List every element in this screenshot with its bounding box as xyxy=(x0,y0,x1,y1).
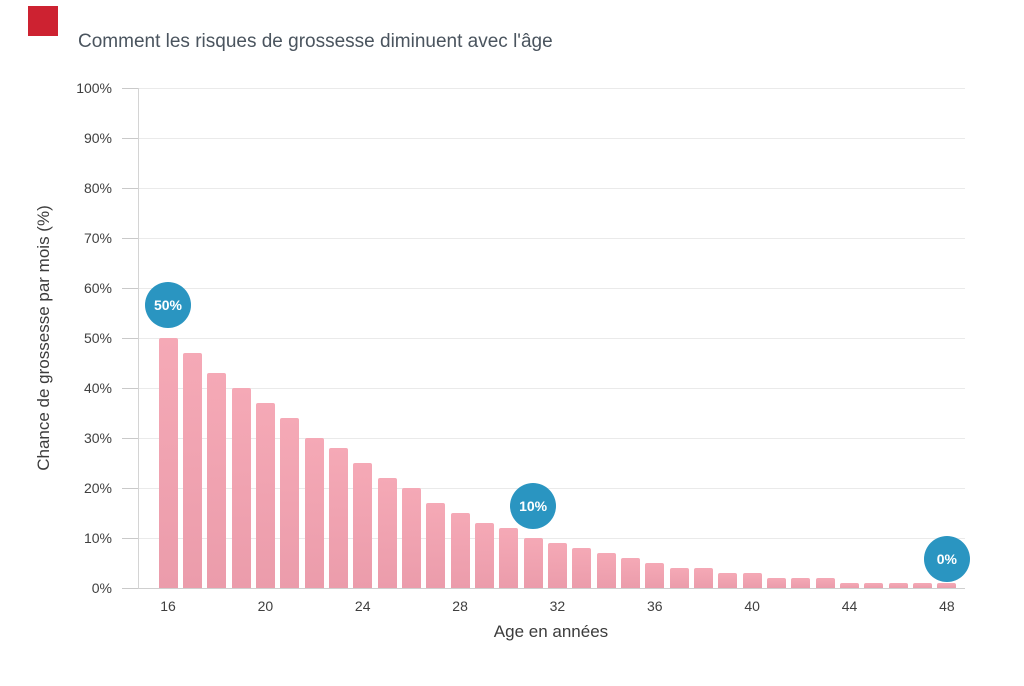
y-tick-label: 100% xyxy=(76,80,112,96)
y-tick-label: 70% xyxy=(83,230,112,246)
bar xyxy=(888,583,908,588)
bar xyxy=(815,578,835,588)
y-axis-tick xyxy=(122,88,138,89)
y-axis-tick xyxy=(122,388,138,389)
y-axis-tick xyxy=(122,488,138,489)
y-axis-tick xyxy=(122,138,138,139)
x-tick-label: 48 xyxy=(939,598,955,614)
gridline xyxy=(139,138,965,139)
bar xyxy=(742,573,762,588)
plot-area xyxy=(138,88,965,589)
gridline xyxy=(139,338,965,339)
y-axis-tick xyxy=(122,338,138,339)
x-tick-label: 28 xyxy=(452,598,468,614)
bar xyxy=(913,583,933,588)
bar xyxy=(645,563,665,588)
bar xyxy=(499,528,519,588)
gridline xyxy=(139,188,965,189)
bar xyxy=(596,553,616,588)
bar xyxy=(450,513,470,588)
x-tick-label: 44 xyxy=(841,598,858,614)
y-tick-label: 40% xyxy=(83,380,112,396)
bar xyxy=(304,438,324,588)
bar xyxy=(401,488,421,588)
x-tick-label: 16 xyxy=(160,598,176,614)
y-axis-tick xyxy=(122,238,138,239)
y-tick-label: 80% xyxy=(83,180,112,196)
y-tick-label: 90% xyxy=(83,130,112,146)
y-axis-tick xyxy=(122,438,138,439)
bar xyxy=(523,538,543,588)
bar xyxy=(840,583,860,588)
y-axis-title: Chance de grossesse par mois (%) xyxy=(34,205,53,471)
bar xyxy=(231,388,251,588)
bar xyxy=(182,353,202,588)
chart-title: Comment les risques de grossesse diminue… xyxy=(78,31,553,52)
x-tick-label: 20 xyxy=(257,598,274,614)
bar xyxy=(158,338,178,588)
y-axis-tick xyxy=(122,188,138,189)
bar xyxy=(426,503,446,588)
bar xyxy=(864,583,884,588)
x-axis-title: Age en années xyxy=(493,622,609,641)
bar xyxy=(572,548,592,588)
bar xyxy=(207,373,227,588)
gridline xyxy=(139,388,965,389)
gridline xyxy=(139,238,965,239)
y-tick-label: 10% xyxy=(83,530,112,546)
corner-marker xyxy=(28,6,58,36)
gridline xyxy=(139,538,965,539)
bar xyxy=(620,558,640,588)
annotation-badge: 10% xyxy=(510,483,557,529)
x-tick-label: 40 xyxy=(744,598,760,614)
bar xyxy=(669,568,689,588)
bar xyxy=(547,543,567,588)
annotation-badge: 50% xyxy=(145,282,191,328)
bar xyxy=(791,578,811,588)
bar xyxy=(255,403,275,588)
bar xyxy=(377,478,397,588)
y-axis-tick xyxy=(122,538,138,539)
bar xyxy=(353,463,373,588)
y-axis-tick xyxy=(122,588,138,589)
bar xyxy=(718,573,738,588)
bar xyxy=(280,418,300,588)
bar xyxy=(328,448,348,588)
x-tick-label: 32 xyxy=(549,598,566,614)
gridline xyxy=(139,438,965,439)
x-tick-label: 36 xyxy=(647,598,663,614)
y-tick-label: 0% xyxy=(91,580,112,596)
gridline xyxy=(139,488,965,489)
x-tick-label: 24 xyxy=(354,598,371,614)
y-tick-label: 20% xyxy=(83,480,112,496)
bar xyxy=(767,578,786,588)
y-tick-label: 30% xyxy=(83,430,112,446)
y-tick-label: 60% xyxy=(83,280,112,296)
gridline xyxy=(139,88,965,89)
y-axis-tick xyxy=(122,288,138,289)
bar xyxy=(693,568,713,588)
gridline xyxy=(139,288,965,289)
bar xyxy=(937,583,957,588)
bar xyxy=(474,523,494,588)
annotation-badge: 0% xyxy=(923,536,970,582)
y-tick-label: 50% xyxy=(83,330,112,346)
